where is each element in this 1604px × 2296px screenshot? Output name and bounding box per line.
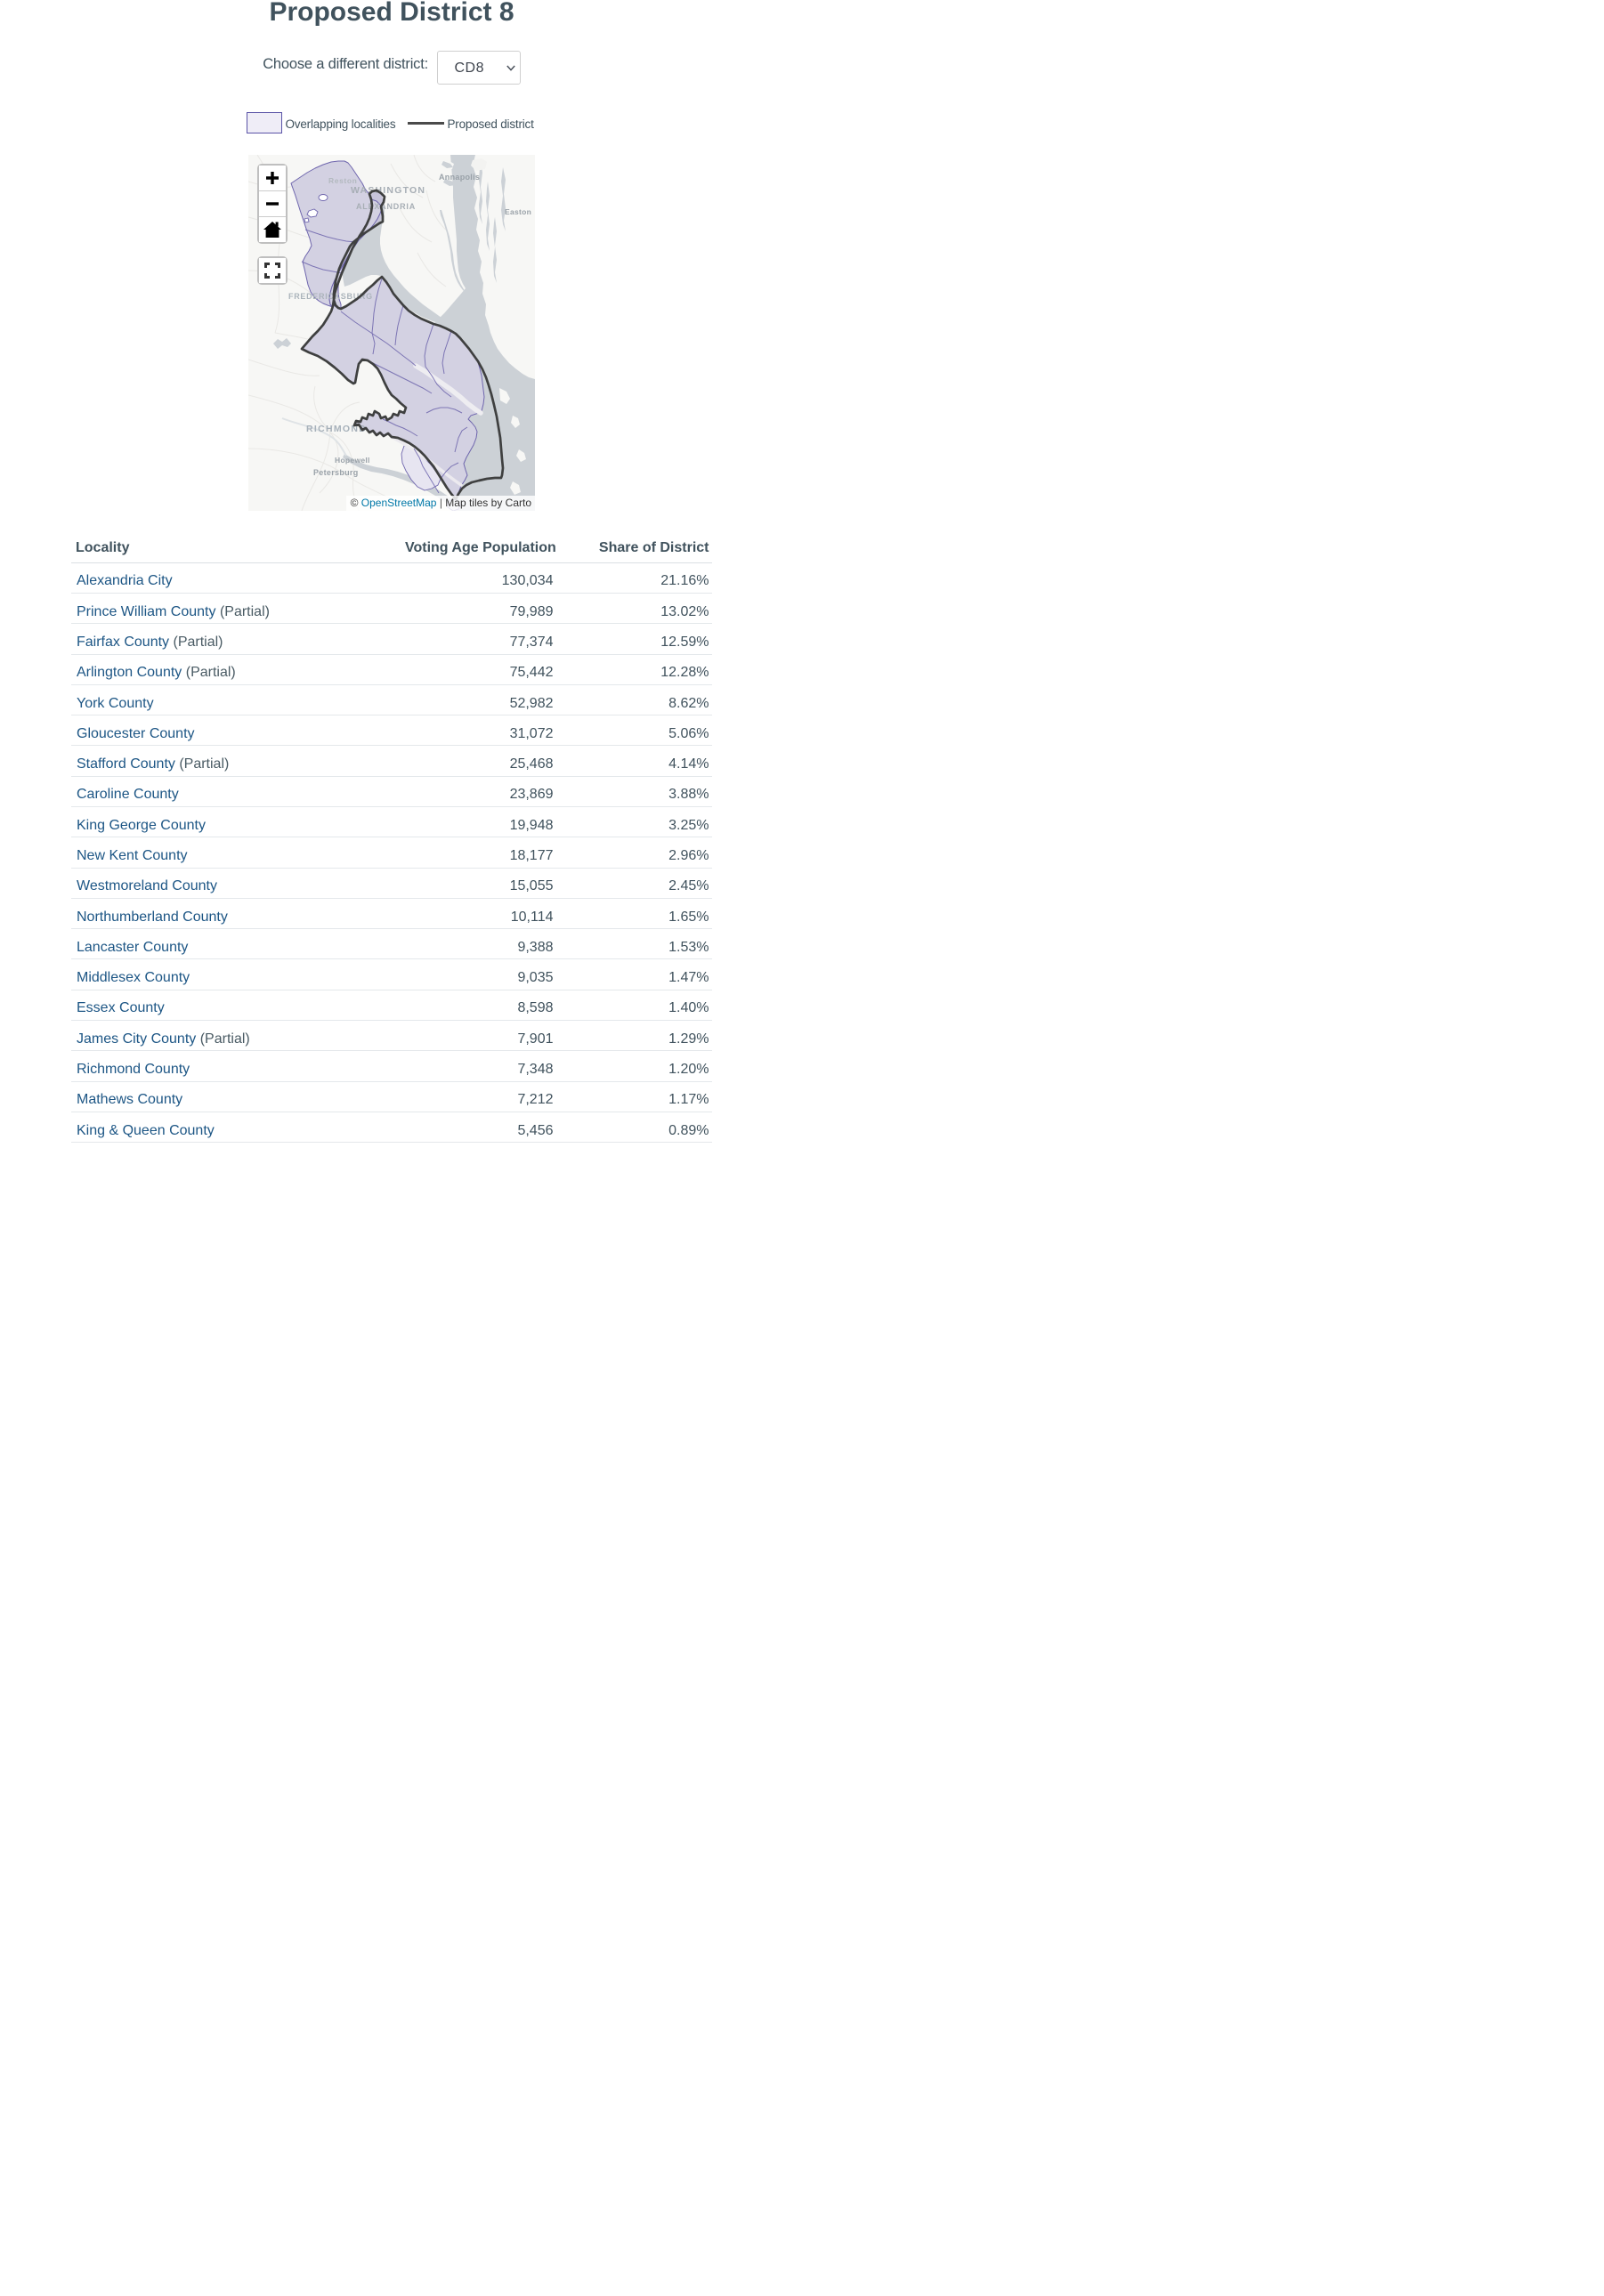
svg-text:Hopewell: Hopewell [335,456,370,465]
svg-text:WASHINGTON: WASHINGTON [351,185,425,196]
svg-text:ALEXANDRIA: ALEXANDRIA [356,202,416,211]
svg-text:Easton: Easton [505,207,531,216]
svg-text:Reston: Reston [328,176,357,185]
svg-text:RICHMOND: RICHMOND [306,424,367,434]
svg-text:Annapolis: Annapolis [439,173,480,182]
svg-text:FREDERICKSBURG: FREDERICKSBURG [288,292,373,301]
svg-text:Petersburg: Petersburg [313,468,359,477]
